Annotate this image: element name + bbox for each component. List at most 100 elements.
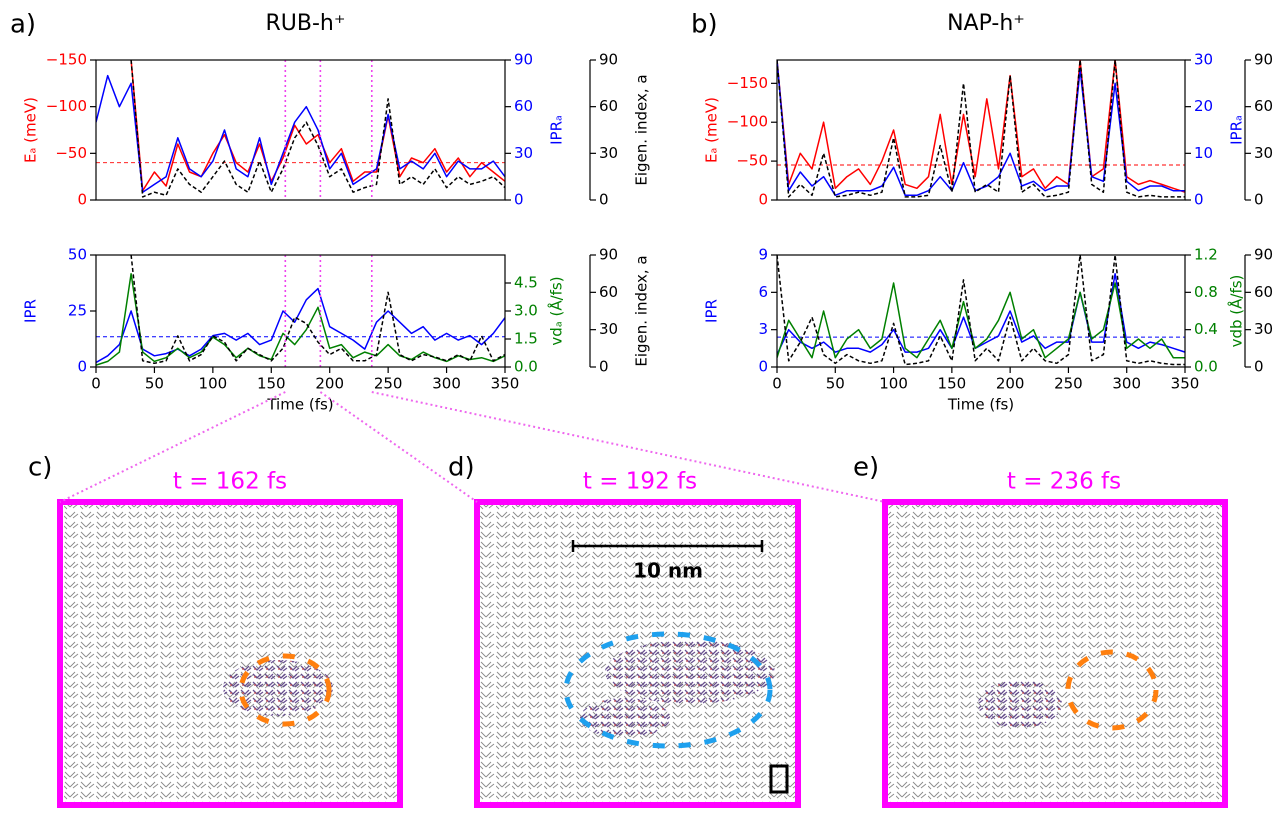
y-tick-label: −50 [736, 152, 768, 170]
y3-tick-label: 30 [599, 320, 618, 338]
y-axis-label: IPR [22, 299, 40, 323]
y3-tick-label: 60 [1254, 97, 1273, 115]
series-line [777, 272, 1185, 355]
y3-tick-label: 90 [599, 51, 618, 69]
y3-tick-label: 60 [1254, 283, 1273, 301]
y2-tick-label: 1.2 [1194, 246, 1218, 264]
y3-axis-label: Eigen. index, a [633, 74, 651, 185]
y2-axis-label: IPRₐ [1228, 115, 1246, 145]
series-line [777, 255, 1185, 366]
panel-label: a) [10, 10, 36, 40]
snapshot-connector [319, 391, 478, 503]
snapshot-title: t = 236 fs [1007, 469, 1121, 495]
y-axis-label: Eₐ (meV) [703, 97, 721, 163]
x-tick-label: 50 [826, 375, 845, 393]
hole-density [978, 680, 1062, 728]
y3-tick-label: 60 [599, 283, 618, 301]
y2-tick-label: 0 [1194, 191, 1204, 209]
snapshot-title: t = 162 fs [173, 469, 287, 495]
snapshot-d: d) t = 192 fs 10 nm [448, 453, 801, 808]
y3-axis-label: Eigen. index, a [633, 255, 651, 366]
plot-2 [777, 60, 1185, 198]
chart-title: NAP-h⁺ [947, 11, 1025, 36]
x-tick-label: 150 [257, 375, 286, 393]
plot-frame [776, 59, 1186, 201]
x-tick-label: 0 [772, 375, 782, 393]
y3-tick-label: 30 [1254, 144, 1273, 162]
x-tick-label: 300 [1112, 375, 1141, 393]
y2-tick-label: 10 [1194, 144, 1213, 162]
y2-tick-label: 20 [1194, 97, 1213, 115]
hole-density [223, 660, 333, 716]
x-tick-label: 200 [996, 375, 1025, 393]
x-tick-label: 100 [199, 375, 228, 393]
plot-3 [777, 255, 1185, 366]
y-tick-label: −100 [727, 113, 768, 131]
y2-tick-label: 60 [514, 97, 533, 115]
x-tick-label: 50 [145, 375, 164, 393]
y-tick-label: 6 [758, 283, 768, 301]
x-tick-label: 350 [491, 375, 520, 393]
y3-tick-label: 0 [1254, 358, 1264, 376]
series-line [96, 272, 505, 366]
y-tick-label: 9 [758, 246, 768, 264]
y2-tick-label: 30 [1194, 51, 1213, 69]
x-axis-label: Time (fs) [266, 396, 333, 414]
y2-axis-label: vdb (Å/fs) [1227, 275, 1246, 348]
y-tick-label: 0 [77, 358, 87, 376]
panel-label: d) [448, 453, 475, 483]
y-tick-label: 0 [77, 191, 87, 209]
x-tick-label: 250 [374, 375, 403, 393]
snapshot-connector [59, 391, 286, 503]
x-tick-label: 100 [879, 375, 908, 393]
y-tick-label: 3 [758, 320, 768, 338]
y-tick-label: 0 [758, 191, 768, 209]
series-line [130, 255, 505, 365]
y2-tick-label: 0.0 [514, 358, 538, 376]
y2-tick-label: 4.5 [514, 274, 538, 292]
y2-tick-label: 1.5 [514, 330, 538, 348]
panel-label: e) [853, 453, 879, 483]
y-tick-label: 50 [68, 246, 87, 264]
snapshot-frame [882, 499, 1228, 808]
y-tick-label: −150 [46, 51, 87, 69]
x-tick-label: 250 [1054, 375, 1083, 393]
series-line [96, 74, 505, 193]
series-line [130, 60, 505, 198]
series-line [777, 282, 1185, 359]
plot-frame [95, 59, 506, 201]
y2-tick-label: 0.0 [1194, 358, 1218, 376]
y-tick-label: −50 [55, 144, 87, 162]
chart-title: RUB-h⁺ [266, 11, 346, 36]
snapshot-title: t = 192 fs [583, 469, 697, 495]
scale-bar-label: 10 nm [633, 559, 703, 583]
y3-tick-label: 90 [599, 246, 618, 264]
y-tick-label: −150 [727, 74, 768, 92]
plot-0 [96, 60, 505, 198]
y3-tick-label: 60 [599, 97, 618, 115]
unit-cell [769, 764, 789, 794]
x-tick-label: 0 [91, 375, 101, 393]
hole-density [580, 698, 670, 738]
snapshot-e: e) t = 236 fs [853, 453, 1228, 808]
y3-tick-label: 0 [599, 191, 609, 209]
y3-tick-label: 90 [1254, 246, 1273, 264]
y2-axis-label: vdₐ (Å/fs) [547, 276, 566, 345]
series-line [777, 60, 1185, 193]
y3-tick-label: 0 [599, 358, 609, 376]
y2-axis-label: IPRₐ [548, 115, 566, 145]
y2-tick-label: 0.8 [1194, 283, 1218, 301]
hole-outline [1065, 649, 1159, 731]
hole-density [605, 640, 775, 704]
y-tick-label: 25 [68, 302, 87, 320]
y3-tick-label: 30 [1254, 320, 1273, 338]
y-axis-label: Eₐ (meV) [22, 97, 40, 163]
x-tick-label: 350 [1171, 375, 1200, 393]
y3-tick-label: 30 [599, 144, 618, 162]
panel-label: b) [691, 10, 718, 40]
x-tick-label: 150 [938, 375, 967, 393]
y-tick-label: −100 [46, 97, 87, 115]
hole-outline [238, 653, 332, 727]
x-axis-label: Time (fs) [947, 396, 1014, 414]
